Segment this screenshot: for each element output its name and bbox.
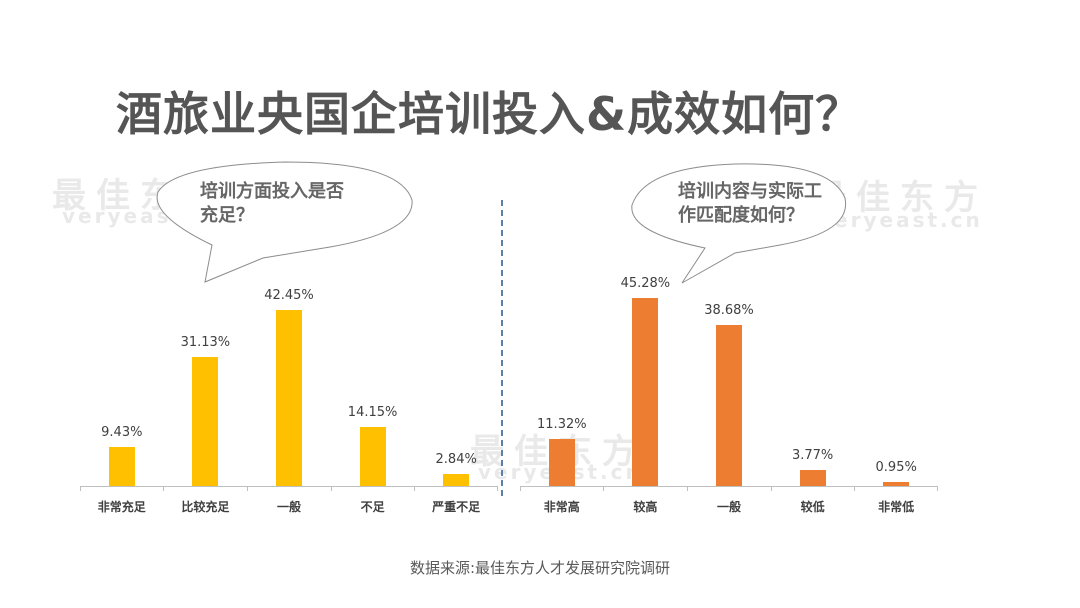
x-axis (520, 486, 938, 487)
bar-value-label: 45.28% (620, 276, 671, 291)
axis-tick (937, 486, 938, 491)
bar (359, 427, 386, 486)
left-speech-bubble-icon (156, 161, 413, 283)
right-speech-bubble-icon (631, 163, 847, 284)
left-question-line2: 充足？ (200, 205, 254, 226)
category-label: 一般 (276, 500, 301, 514)
bar (799, 470, 826, 486)
bar (443, 474, 470, 486)
bar-value-label: 11.32% (537, 417, 587, 432)
bar-value-label: 2.84% (435, 452, 477, 468)
category-label: 较高 (633, 500, 658, 514)
bar (108, 446, 135, 486)
bar (192, 356, 219, 486)
right-question: 培训内容与实际工 作匹配度如何？ (678, 180, 822, 228)
axis-tick (163, 486, 164, 491)
category-label: 比较充足 (181, 500, 230, 514)
axis-tick (331, 486, 332, 491)
axis-tick (854, 486, 855, 491)
axis-tick (80, 486, 81, 491)
left-bar-chart: 9.43% 非常充足 31.13% 比较充足 42.45% 一般 14.15% 不足 2.84%… (80, 250, 498, 520)
x-axis (80, 486, 498, 487)
section-divider (501, 200, 503, 496)
axis-tick (497, 486, 498, 491)
category-label: 较低 (800, 500, 825, 514)
axis-tick (247, 486, 248, 491)
bar (276, 309, 302, 486)
bar (632, 298, 659, 486)
category-label: 非常充足 (97, 500, 146, 514)
bar-value-label: 0.95% (875, 460, 917, 476)
category-label: 严重不足 (432, 500, 481, 514)
bar (716, 325, 742, 486)
data-source-note: 数据来源:最佳东方人才发展研究院调研 (409, 559, 671, 577)
right-question-line2: 作匹配度如何？ (678, 205, 804, 226)
page-title: 酒旅业央国企培训投入&成效如何？ (116, 87, 863, 141)
category-label: 非常高 (543, 500, 580, 514)
axis-tick (414, 486, 415, 491)
bar-value-label: 9.43% (101, 424, 143, 440)
axis-tick (771, 486, 772, 491)
axis-tick (603, 486, 604, 491)
left-question-line1: 培训方面投入是否 (200, 181, 344, 202)
category-label: 一般 (716, 500, 741, 514)
bar-value-label: 31.13% (180, 334, 231, 350)
category-label: 非常低 (878, 500, 915, 514)
bar-value-label: 42.45% (264, 287, 314, 303)
left-question: 培训方面投入是否 充足？ (200, 180, 344, 228)
bar (548, 439, 575, 486)
bar-value-label: 14.15% (347, 405, 398, 421)
bar-value-label: 3.77% (791, 448, 834, 464)
axis-tick (520, 486, 521, 491)
bar (883, 482, 910, 486)
bar-value-label: 38.68% (704, 303, 754, 319)
category-label: 不足 (360, 500, 385, 514)
right-question-line1: 培训内容与实际工 (678, 181, 822, 202)
right-bar-chart: 11.32% 非常高 45.28% 较高 38.68% 一般 3.77% 较低 0.95% 非常低 (520, 250, 938, 520)
axis-tick (687, 486, 688, 491)
